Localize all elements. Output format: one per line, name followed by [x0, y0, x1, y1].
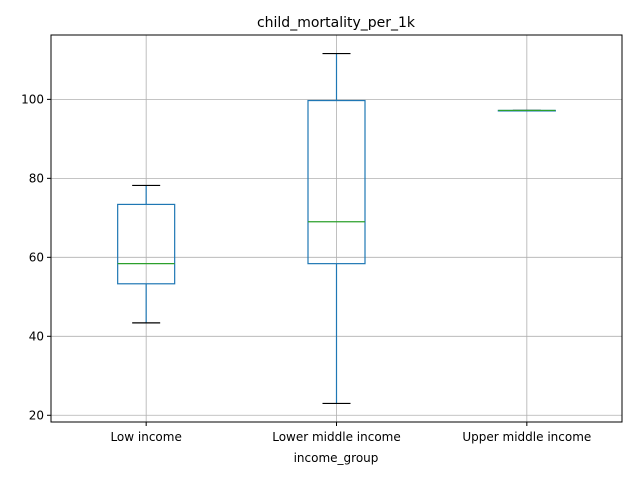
chart-title: child_mortality_per_1k: [257, 15, 416, 31]
x-tick-label: Lower middle income: [272, 430, 401, 444]
box-group: [117, 184, 176, 324]
axes: 20 40 60 80 100 Low income Lower middle income…: [21, 92, 591, 444]
y-tick-label: 100: [21, 92, 44, 106]
x-tick-label: Low income: [110, 430, 181, 444]
x-axis-label: income_group: [294, 451, 379, 465]
box-iqr: [117, 203, 176, 285]
y-tick-label: 40: [29, 329, 44, 343]
x-tick-label: Upper middle income: [462, 430, 591, 444]
box-group: [497, 109, 556, 112]
box-plots: [117, 52, 556, 405]
y-tick-label: 20: [29, 408, 44, 422]
y-tick-label: 80: [29, 171, 44, 185]
box-iqr: [307, 99, 366, 265]
y-tick-label: 60: [29, 250, 44, 264]
box-group: [307, 52, 366, 405]
